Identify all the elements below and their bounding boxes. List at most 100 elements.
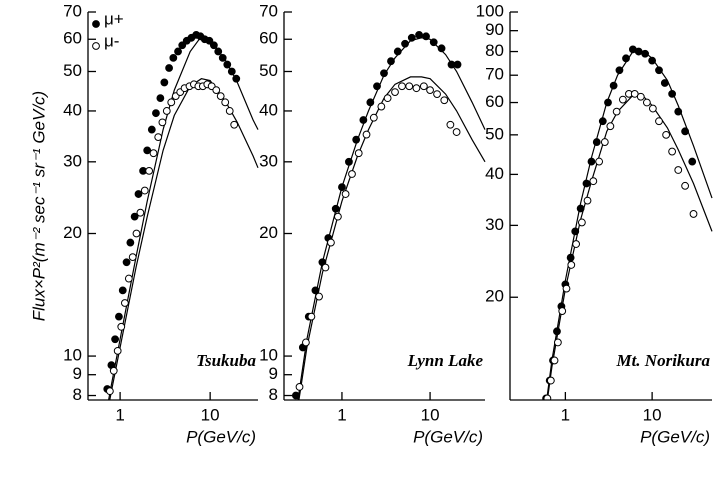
- y-tick-label: 50: [63, 61, 82, 80]
- data-point: [152, 109, 160, 118]
- data-point: [615, 66, 624, 75]
- data-point: [113, 346, 122, 355]
- data-point: [334, 212, 342, 221]
- data-point: [359, 116, 368, 124]
- data-point: [117, 322, 126, 331]
- data-point: [405, 82, 414, 91]
- data-point: [341, 190, 350, 198]
- data-point: [571, 227, 580, 236]
- data-point: [160, 78, 169, 87]
- data-point: [216, 92, 225, 101]
- data-point: [369, 113, 378, 122]
- data-point: [636, 92, 645, 101]
- data-point: [606, 122, 615, 131]
- data-point: [604, 98, 612, 107]
- data-point: [145, 166, 154, 175]
- data-point: [681, 181, 690, 190]
- data-point: [132, 229, 141, 238]
- y-tick-label: 40: [63, 100, 82, 119]
- data-point: [383, 94, 392, 103]
- data-point: [149, 149, 158, 158]
- data-point: [446, 120, 455, 129]
- data-point: [668, 147, 677, 156]
- data-point: [147, 125, 156, 134]
- data-point: [398, 82, 406, 91]
- data-point: [622, 54, 630, 63]
- data-point: [167, 98, 176, 107]
- data-point: [134, 190, 143, 198]
- data-point: [674, 107, 683, 116]
- data-point: [587, 157, 596, 166]
- data-point: [118, 286, 127, 295]
- data-point: [307, 312, 316, 321]
- data-point: [668, 89, 677, 98]
- data-point: [162, 107, 171, 115]
- data-point: [543, 394, 552, 400]
- data-point: [100, 406, 107, 413]
- data-point: [660, 79, 669, 87]
- y-tick-label: 20: [63, 223, 82, 242]
- data-point: [612, 107, 621, 116]
- data-point: [130, 212, 139, 221]
- data-point: [140, 186, 149, 195]
- x-tick-label: 10: [643, 405, 662, 424]
- data-point: [576, 204, 585, 213]
- data-point: [124, 274, 133, 283]
- legend-label: μ-: [104, 31, 119, 50]
- data-point: [642, 98, 651, 107]
- data-point: [111, 335, 120, 344]
- data-point: [156, 94, 165, 103]
- x-axis-label: P(GeV/c): [640, 427, 710, 446]
- legend-marker: [92, 20, 100, 28]
- data-point: [415, 30, 423, 39]
- data-point: [688, 157, 697, 166]
- data-point: [158, 118, 167, 127]
- data-point: [103, 406, 110, 413]
- data-point: [223, 60, 232, 69]
- data-point: [122, 258, 131, 267]
- data-point: [589, 177, 598, 186]
- data-point: [331, 204, 340, 213]
- data-point: [437, 44, 446, 53]
- data-point: [600, 138, 609, 146]
- x-tick-label: 10: [201, 405, 220, 424]
- data-point: [655, 66, 663, 75]
- data-point: [440, 96, 449, 105]
- data-point: [595, 157, 604, 166]
- data-point: [407, 33, 416, 42]
- plot-area: [291, 30, 486, 400]
- data-point: [567, 261, 576, 269]
- data-point: [553, 338, 562, 347]
- data-point: [302, 338, 310, 347]
- data-point: [577, 218, 586, 227]
- y-tick-label: 9: [269, 364, 278, 383]
- y-tick-label: 30: [63, 151, 82, 170]
- x-tick-label: 1: [561, 405, 570, 424]
- data-point: [169, 53, 178, 62]
- data-point: [174, 47, 182, 56]
- data-point: [338, 183, 346, 192]
- y-tick-label: 10: [259, 346, 278, 365]
- data-point: [412, 84, 421, 93]
- data-point: [387, 57, 395, 66]
- data-point: [558, 307, 567, 315]
- plot-area: [542, 45, 713, 400]
- data-point: [232, 74, 241, 83]
- data-point: [225, 107, 234, 115]
- data-point: [648, 56, 657, 65]
- data-point: [354, 149, 363, 158]
- data-point: [452, 128, 461, 136]
- data-point: [115, 312, 123, 321]
- y-tick-label: 9: [73, 364, 82, 383]
- y-tick-label: 30: [259, 151, 278, 170]
- data-point: [109, 366, 118, 375]
- data-point: [105, 387, 114, 396]
- y-tick-label: 40: [485, 164, 504, 183]
- y-tick-label: 30: [485, 215, 504, 234]
- data-point: [662, 130, 671, 139]
- data-point: [209, 41, 218, 50]
- x-tick-label: 10: [421, 405, 440, 424]
- site-label: Lynn Lake: [407, 351, 484, 370]
- data-point: [377, 102, 386, 111]
